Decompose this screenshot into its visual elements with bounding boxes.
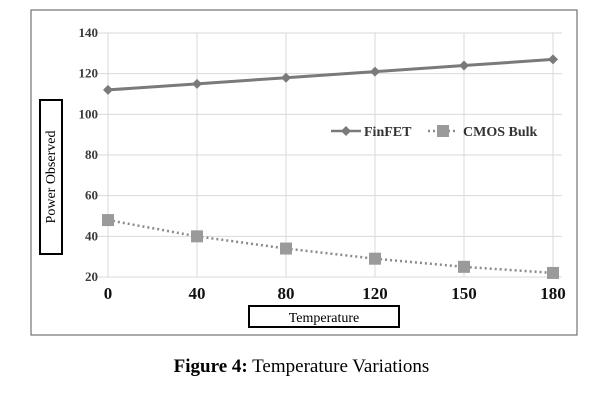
legend: FinFET CMOS Bulk bbox=[331, 125, 538, 140]
legend-label-0: FinFET bbox=[364, 125, 412, 140]
point-1-4 bbox=[458, 260, 470, 273]
point-0-1 bbox=[192, 78, 202, 89]
x-axis-label: Temperature bbox=[289, 311, 360, 326]
point-0-0 bbox=[103, 84, 113, 95]
point-1-5 bbox=[547, 266, 559, 279]
y-tick-label-6: 140 bbox=[79, 25, 99, 40]
point-0-2 bbox=[281, 72, 291, 83]
x-axis-label-box bbox=[248, 305, 400, 328]
point-0-3 bbox=[370, 66, 380, 77]
point-1-3 bbox=[369, 252, 381, 265]
x-tick-labels: 0 40 80 120 150 180 bbox=[104, 284, 566, 303]
x-tick-label-2: 80 bbox=[278, 284, 295, 303]
y-axis-label: Power Observed bbox=[44, 131, 59, 224]
y-tick-label-3: 80 bbox=[85, 147, 98, 162]
point-1-1 bbox=[191, 230, 203, 243]
chart-frame bbox=[30, 9, 578, 336]
point-0-4 bbox=[459, 60, 469, 71]
y-axis-label-box bbox=[39, 99, 63, 255]
legend-marker-0 bbox=[341, 126, 351, 136]
y-tick-label-1: 40 bbox=[85, 228, 98, 243]
point-0-5 bbox=[548, 54, 558, 65]
x-tick-label-4: 150 bbox=[451, 284, 477, 303]
x-tick-label-5: 180 bbox=[540, 284, 566, 303]
legend-marker-1 bbox=[437, 125, 449, 137]
figure-caption-label: Figure 4: bbox=[173, 356, 248, 377]
series-line-0 bbox=[107, 57, 554, 92]
y-tick-label-0: 20 bbox=[85, 269, 98, 284]
y-tick-label-5: 120 bbox=[79, 66, 99, 81]
series-line-1 bbox=[107, 218, 554, 275]
x-tick-label-1: 40 bbox=[189, 284, 206, 303]
point-1-0 bbox=[102, 214, 114, 227]
y-tick-label-4: 100 bbox=[79, 106, 99, 121]
chart: 20 40 60 80 100 120 140 0 40 80 120 150 180 FinFET C… bbox=[30, 9, 578, 336]
y-tick-label-2: 60 bbox=[85, 188, 98, 203]
series-layer bbox=[102, 54, 559, 279]
figure-caption: Figure 4: Temperature Variations bbox=[0, 356, 603, 378]
x-tick-label-0: 0 bbox=[104, 284, 113, 303]
y-tick-labels: 20 40 60 80 100 120 140 bbox=[79, 25, 99, 284]
point-1-2 bbox=[280, 242, 292, 255]
x-tick-label-3: 120 bbox=[362, 284, 388, 303]
figure-caption-text: Temperature Variations bbox=[252, 356, 430, 377]
legend-label-1: CMOS Bulk bbox=[463, 125, 538, 140]
